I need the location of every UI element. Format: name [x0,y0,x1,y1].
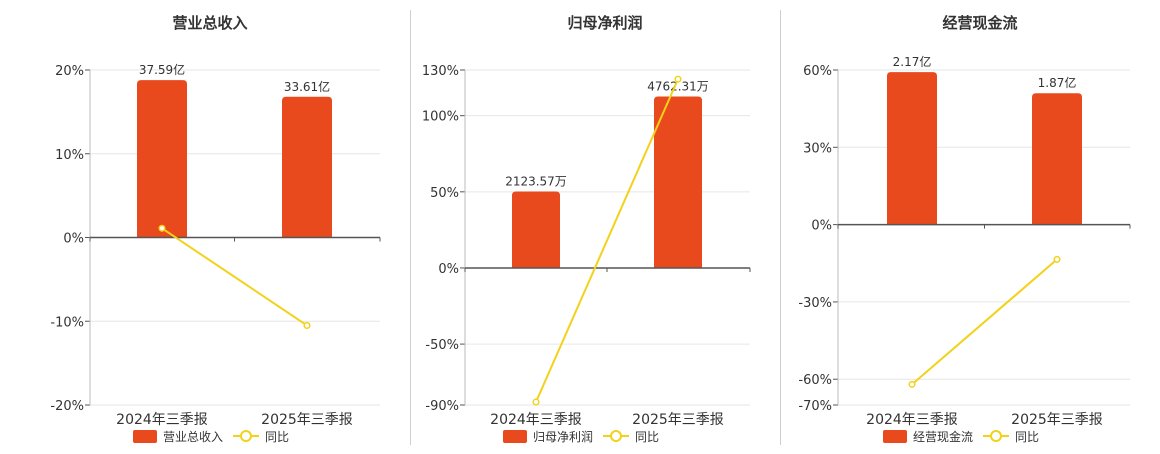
y-tick-label: 10% [55,148,84,163]
chart-panel-net-profit: 归母净利润 130% 100% 50% 0% -50% -90% 2123.57万 4762.3… [410,0,780,450]
bar-data-label: 4762.31万 [647,80,709,94]
legend-line-label: 同比 [635,430,659,444]
legend-line-marker [240,430,252,442]
y-tick-label: -10% [50,315,84,330]
x-tick-label: 2024年三季报 [866,412,958,428]
bar [512,191,560,268]
legend-line-marker [610,430,622,442]
y-tick-label: 130% [422,64,459,79]
bar-data-label: 2123.57万 [505,175,567,189]
bar [137,80,187,238]
x-tick-label: 2025年三季报 [632,412,724,428]
yoy-point [674,75,682,83]
x-tick-label: 2025年三季报 [261,412,353,428]
chart-panel-revenue: 营业总收入 20% 10% 0% -10% -20% 37.59亿 33.61亿 2024年三季… [0,0,410,450]
chart-panel-cash-flow: 经营现金流 60% 30% 0% -30% -60% -70% 2.17亿 1.87亿 2024年… [780,0,1160,450]
y-tick-label: -20% [50,399,84,414]
panel-divider [410,10,411,445]
yoy-line [535,78,679,403]
legend-bar-swatch [503,430,527,443]
legend-bar-swatch [883,430,907,443]
bar [654,96,702,268]
yoy-line [911,258,1058,386]
yoy-point [532,398,540,406]
y-tick-label: 20% [55,64,84,79]
x-tick-label: 2024年三季报 [116,412,208,428]
yoy-line [161,227,308,327]
bar-data-label: 37.59亿 [139,62,185,77]
y-tick-label: 0% [63,232,84,247]
y-tick-label: 0% [438,262,459,277]
y-tick-label: 30% [803,141,832,156]
legend-bar-label: 经营现金流 [913,429,973,444]
yoy-point [908,380,916,388]
chart-title: 经营现金流 [942,14,1017,32]
x-tick-label: 2025年三季报 [1011,412,1103,428]
y-tick-label: -90% [425,399,459,414]
yoy-point [158,224,166,232]
revenue-chart: 营业总收入 20% 10% 0% -10% -20% 37.59亿 33.61亿 2024年三季… [50,14,381,444]
y-tick-label: 60% [803,64,832,79]
legend-bar-label: 归母净利润 [533,430,593,444]
x-tick-label: 2024年三季报 [490,412,582,428]
y-tick-label: -70% [798,399,832,414]
bar [282,96,332,238]
legend-bar-label: 营业总收入 [163,430,223,444]
legend-line-label: 同比 [1015,430,1039,444]
y-tick-label: -60% [798,373,832,388]
cash-flow-chart: 经营现金流 60% 30% 0% -30% -60% -70% 2.17亿 1.87亿 2024年… [798,14,1131,444]
y-tick-label: 100% [422,110,459,125]
legend-line-label: 同比 [265,430,289,444]
bar-data-label: 2.17亿 [893,54,932,69]
chart-title: 营业总收入 [172,14,247,32]
bar [1032,93,1082,225]
y-tick-label: 0% [811,219,832,234]
legend-bar-swatch [133,430,157,443]
legend-line-marker [990,430,1002,442]
yoy-point [303,321,311,329]
bar-data-label: 1.87亿 [1038,75,1077,90]
y-tick-label: 50% [430,186,459,201]
bar [887,72,937,225]
y-tick-label: -50% [425,338,459,353]
y-tick-label: -30% [798,296,832,311]
bar-data-label: 33.61亿 [284,79,330,94]
yoy-point [1053,255,1061,263]
net-profit-chart: 归母净利润 130% 100% 50% 0% -50% -90% 2123.57万 4762.3… [422,14,751,444]
chart-title: 归母净利润 [567,14,642,32]
panel-divider [780,10,781,445]
